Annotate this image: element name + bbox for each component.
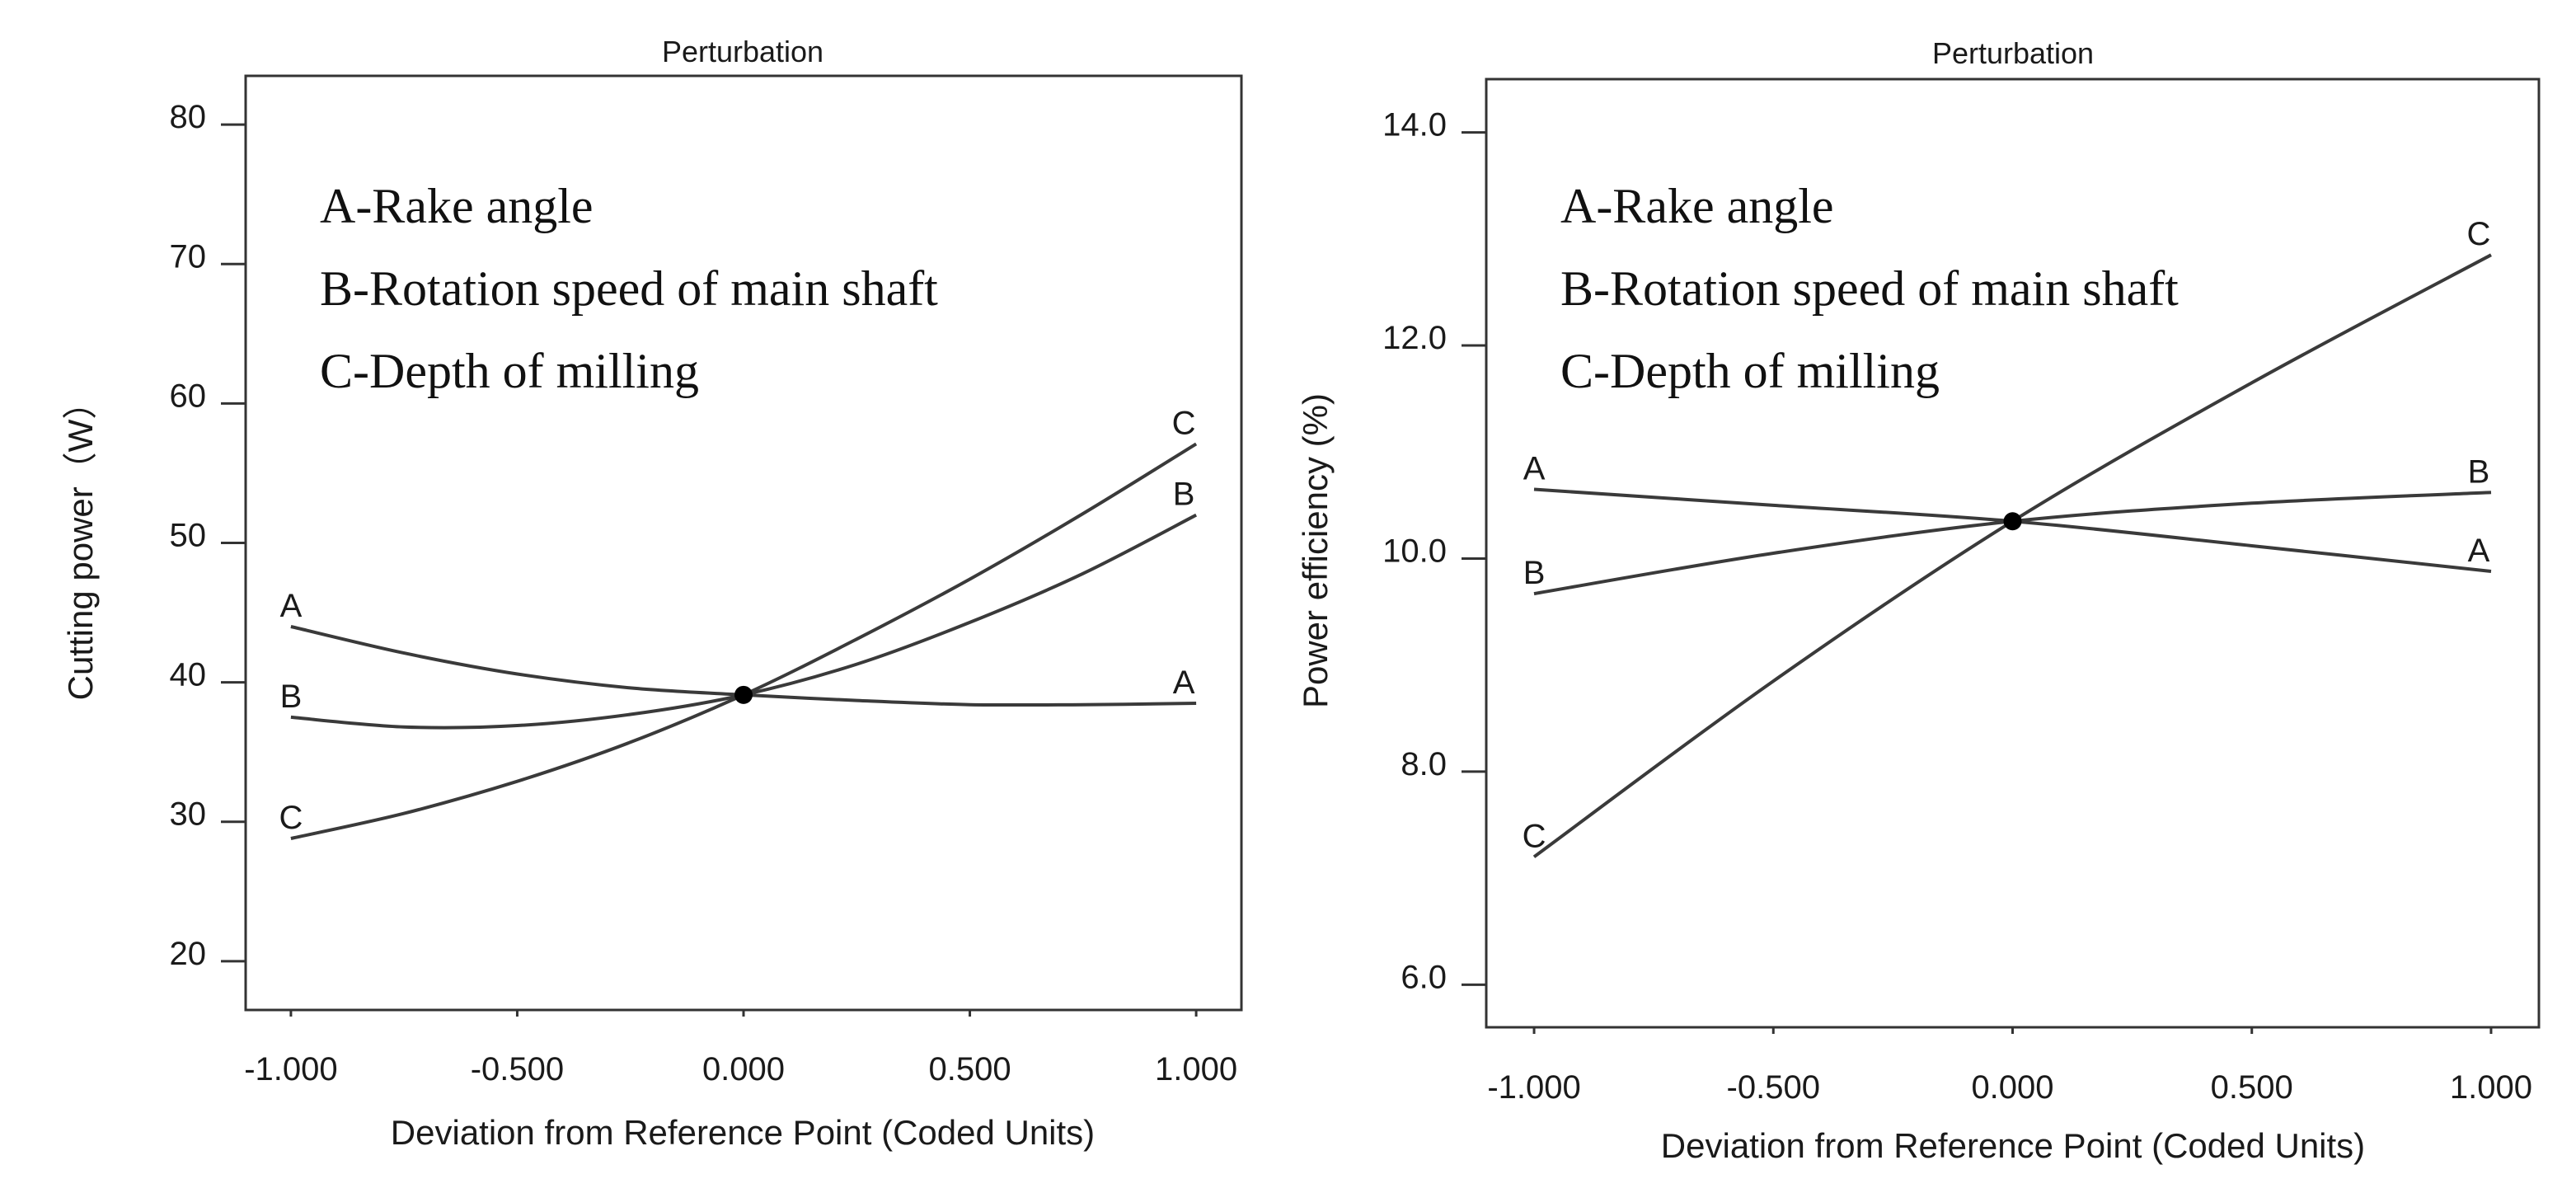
y-tick-label: 70	[170, 238, 207, 275]
x-tick-label: -0.500	[1727, 1069, 1820, 1106]
series-label-end: B	[2468, 453, 2490, 490]
series-label-start: B	[1523, 555, 1546, 591]
reference-point	[2003, 512, 2022, 531]
y-tick-label: 12.0	[1382, 320, 1447, 356]
y-axis-label: Cutting power（W）	[61, 385, 100, 701]
series-label-start: B	[280, 679, 303, 715]
series-line-c	[290, 442, 1198, 840]
legend-line-c: C-Depth of milling	[320, 344, 699, 398]
series-label-end: C	[2467, 216, 2491, 252]
x-axis: -1.000 -0.500 0.000 0.500 1.000	[1487, 1027, 2532, 1106]
y-tick-label: 14.0	[1382, 107, 1447, 143]
legend-line-b: B-Rotation speed of main shaft	[320, 261, 938, 316]
y-tick-label: 8.0	[1401, 746, 1447, 782]
legend-line-c: C-Depth of milling	[1560, 344, 1940, 398]
y-tick-label: 50	[170, 518, 207, 554]
x-tick-label: -1.000	[1487, 1069, 1580, 1106]
y-tick-label: 10.0	[1382, 533, 1447, 569]
x-tick-label: 1.000	[2450, 1069, 2532, 1106]
x-tick-label: -0.500	[471, 1051, 564, 1087]
series-group: A A B B C C	[1523, 216, 2492, 858]
y-tick-label: 6.0	[1401, 959, 1447, 995]
legend-line-a: A-Rake angle	[1560, 179, 1834, 233]
x-axis-label: Deviation from Reference Point (Coded Un…	[391, 1113, 1095, 1152]
series-label-end: B	[1173, 477, 1195, 513]
series-label-end: A	[1173, 665, 1195, 701]
y-tick-label: 80	[170, 99, 207, 135]
reference-point	[734, 685, 753, 704]
series-label-start: A	[280, 588, 303, 624]
x-tick-label: -1.000	[244, 1051, 337, 1087]
power-efficiency-chart: Perturbation 6.0 8.0 10.0 12.0 14.0 -1.000 -0…	[1296, 36, 2541, 1165]
series-label-end: A	[2468, 533, 2490, 569]
series-label-start: C	[279, 800, 303, 836]
x-tick-label: 1.000	[1155, 1051, 1237, 1087]
x-tick-label: 0.000	[702, 1051, 785, 1087]
series-label-start: C	[1523, 818, 1546, 854]
y-axis-label: Power efficiency (%)	[1296, 393, 1335, 708]
legend-line-a: A-Rake angle	[320, 179, 594, 233]
x-tick-label: 0.500	[2211, 1069, 2293, 1106]
x-tick-label: 0.000	[1971, 1069, 2053, 1106]
y-axis: 20 30 40 50 60 70 80	[170, 99, 246, 972]
series-line-b	[1533, 491, 2492, 596]
x-axis-label: Deviation from Reference Point (Coded Un…	[1661, 1126, 2365, 1165]
y-tick-label: 40	[170, 657, 207, 693]
series-label-end: C	[1172, 405, 1196, 441]
y-tick-label: 60	[170, 378, 207, 414]
series-label-start: A	[1523, 450, 1546, 486]
series-line-a	[1533, 487, 2492, 573]
y-tick-label: 30	[170, 796, 207, 833]
y-axis: 6.0 8.0 10.0 12.0 14.0	[1382, 107, 1486, 995]
legend-line-b: B-Rotation speed of main shaft	[1560, 261, 2179, 316]
x-axis: -1.000 -0.500 0.000 0.500 1.000	[244, 1010, 1237, 1087]
cutting-power-chart: Perturbation 20 30 40 50 60 70 80 -1.000 -0.500…	[61, 35, 1243, 1152]
legend-text: A-Rake angle B-Rotation speed of main sh…	[1560, 179, 2179, 398]
legend-text: A-Rake angle B-Rotation speed of main sh…	[320, 179, 938, 398]
y-tick-label: 20	[170, 936, 207, 972]
x-tick-label: 0.500	[928, 1051, 1011, 1087]
chart-title: Perturbation	[662, 35, 823, 68]
chart-title: Perturbation	[1932, 36, 2094, 70]
